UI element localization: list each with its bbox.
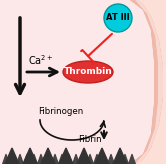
Text: Fibrin: Fibrin: [78, 135, 102, 144]
Polygon shape: [113, 148, 127, 164]
Circle shape: [104, 4, 132, 32]
Polygon shape: [5, 148, 19, 164]
Polygon shape: [59, 148, 73, 164]
Polygon shape: [95, 148, 109, 164]
Polygon shape: [140, 0, 166, 164]
Polygon shape: [23, 148, 37, 164]
Text: AT III: AT III: [106, 13, 130, 22]
Polygon shape: [41, 148, 55, 164]
Text: Fibrinogen: Fibrinogen: [38, 107, 83, 116]
Polygon shape: [125, 0, 163, 164]
Polygon shape: [77, 148, 91, 164]
Ellipse shape: [63, 61, 113, 83]
Text: Thrombin: Thrombin: [64, 68, 112, 76]
Polygon shape: [130, 0, 158, 164]
Polygon shape: [135, 0, 163, 164]
Text: Ca$^{2+}$: Ca$^{2+}$: [28, 53, 53, 67]
